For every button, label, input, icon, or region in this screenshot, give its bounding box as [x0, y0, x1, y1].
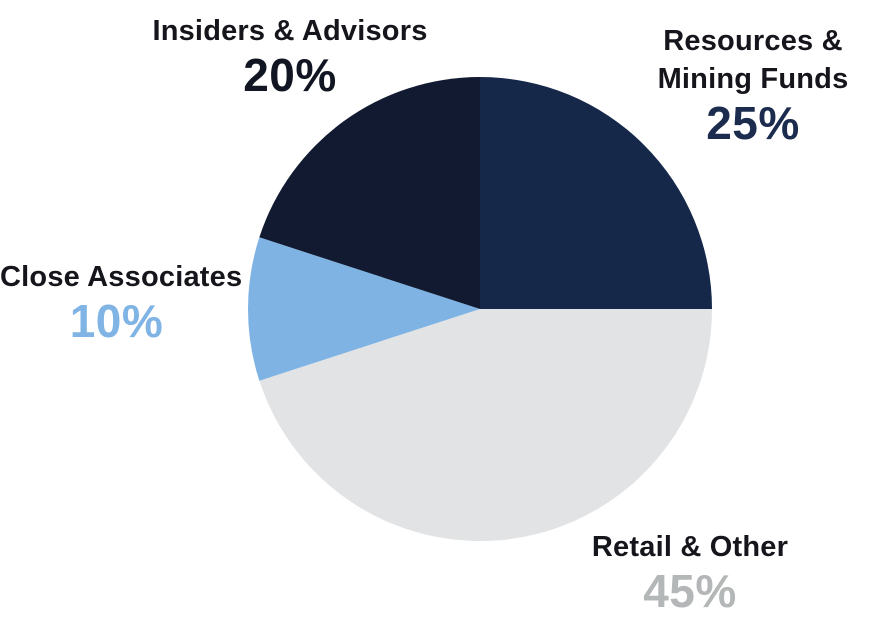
pie-slice-close-associates — [247, 237, 480, 381]
pie-slice-retail-other — [259, 309, 712, 542]
pie-slice-insiders-advisors — [259, 77, 480, 309]
pie-slice-resources-mining-funds — [480, 77, 712, 309]
